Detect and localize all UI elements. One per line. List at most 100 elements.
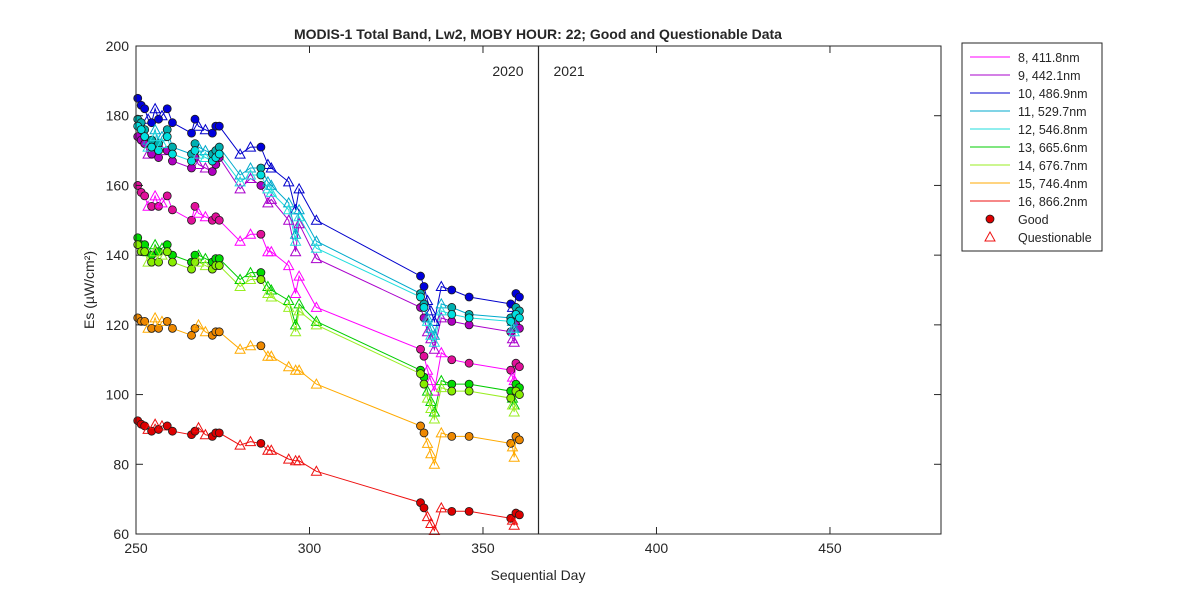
good-point xyxy=(154,201,163,211)
good-point xyxy=(256,229,266,239)
good-point xyxy=(256,275,266,284)
questionable-point xyxy=(265,444,278,455)
questionable-point xyxy=(244,168,257,180)
questionable-point xyxy=(192,207,205,218)
questionable-point xyxy=(234,343,246,354)
questionable-point xyxy=(310,465,323,476)
good-point xyxy=(190,201,200,211)
questionable-point xyxy=(192,158,205,169)
good-point xyxy=(168,118,177,128)
good-point xyxy=(447,309,457,319)
chart-title: MODIS-1 Total Band, Lw2, MOBY HOUR: 22; … xyxy=(294,26,782,42)
year-label-2021: 2021 xyxy=(554,63,585,79)
questionable-point xyxy=(506,398,519,410)
good-point xyxy=(168,323,177,333)
questionable-point xyxy=(156,109,168,121)
legend-questionable-marker xyxy=(984,230,996,242)
good-point xyxy=(154,323,163,333)
y-axis-label: Es (µW/cm²) xyxy=(81,251,97,329)
questionable-point xyxy=(199,325,212,337)
questionable-point xyxy=(289,245,302,257)
good-point xyxy=(168,149,177,159)
questionable-point xyxy=(192,148,205,159)
questionable-point xyxy=(282,294,295,305)
questionable-point xyxy=(156,137,168,149)
good-point xyxy=(187,128,196,138)
questionable-point xyxy=(282,360,295,372)
questionable-point xyxy=(289,318,302,330)
x-tick-label: 400 xyxy=(645,540,669,556)
good-point xyxy=(214,327,224,337)
questionable-point xyxy=(293,304,305,316)
questionable-point xyxy=(310,214,323,225)
questionable-point xyxy=(282,214,295,225)
good-point xyxy=(162,247,172,257)
year-label-2020: 2020 xyxy=(492,63,523,79)
good-point xyxy=(140,104,150,114)
questionable-point xyxy=(425,374,437,386)
good-point xyxy=(168,426,177,436)
good-point xyxy=(214,261,224,271)
questionable-point xyxy=(244,339,257,351)
good-point xyxy=(154,146,163,155)
good-point xyxy=(140,247,150,257)
questionable-point xyxy=(310,301,323,312)
y-tick-label: 200 xyxy=(106,38,130,54)
good-point xyxy=(214,149,224,159)
good-point xyxy=(416,369,425,379)
questionable-point xyxy=(234,168,246,180)
questionable-point xyxy=(234,439,246,450)
x-axis-label: Sequential Day xyxy=(491,567,586,583)
questionable-point xyxy=(421,385,434,396)
y-tick-label: 140 xyxy=(106,247,130,263)
good-point xyxy=(162,191,172,201)
questionable-point xyxy=(199,161,212,173)
questionable-point xyxy=(265,350,278,361)
questionable-point xyxy=(421,510,434,522)
legend-entry: 16, 866.2nm xyxy=(1018,195,1088,209)
questionable-point xyxy=(282,301,295,312)
questionable-point xyxy=(149,189,161,201)
questionable-point xyxy=(282,203,295,215)
questionable-point xyxy=(425,447,437,459)
questionable-point xyxy=(421,311,434,323)
good-point xyxy=(168,257,177,267)
questionable-point xyxy=(199,144,212,156)
good-point xyxy=(207,167,217,176)
good-point xyxy=(464,506,474,516)
questionable-point xyxy=(192,256,205,267)
good-point xyxy=(140,316,150,326)
x-tick-label: 250 xyxy=(124,540,148,556)
questionable-point xyxy=(435,426,448,438)
legend: 8, 411.8nm 9, 442.1nm 10, 486.9nm 11, 529.7… xyxy=(961,42,1103,252)
good-point xyxy=(256,341,266,351)
good-point xyxy=(515,313,524,323)
questionable-point xyxy=(428,343,441,354)
questionable-point xyxy=(293,217,305,229)
questionable-point xyxy=(265,290,278,302)
y-tick-label: 180 xyxy=(106,108,130,124)
questionable-point xyxy=(293,270,305,281)
questionable-point xyxy=(425,395,437,406)
good-point xyxy=(187,264,196,274)
questionable-point xyxy=(293,210,305,222)
questionable-point xyxy=(244,141,257,152)
questionable-point xyxy=(289,235,302,246)
questionable-point xyxy=(310,378,323,389)
questionable-point xyxy=(293,203,305,215)
good-point xyxy=(464,358,474,368)
good-point xyxy=(140,191,150,201)
good-point xyxy=(419,303,429,312)
questionable-point xyxy=(310,318,323,330)
legend-entry: 13, 665.6nm xyxy=(1018,141,1088,155)
plot-frame xyxy=(135,45,942,535)
legend-entry: 11, 529.7nm xyxy=(1018,105,1087,119)
questionable-point xyxy=(282,175,295,187)
questionable-point xyxy=(435,297,448,309)
questionable-point xyxy=(428,458,441,469)
good-point xyxy=(464,386,474,396)
good-point xyxy=(447,506,457,516)
questionable-point xyxy=(421,315,434,326)
questionable-point xyxy=(234,182,246,194)
